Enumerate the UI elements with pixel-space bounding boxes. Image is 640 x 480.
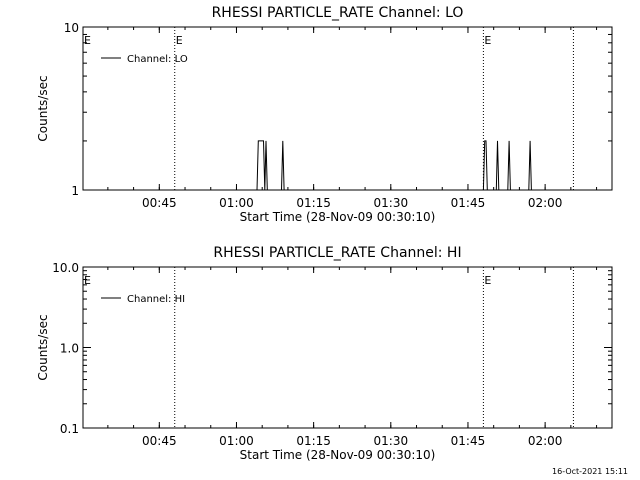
x-tick-label: 01:00	[219, 196, 254, 210]
event-label: E	[484, 274, 491, 287]
panel-lo: RHESSI PARTICLE_RATE Channel: LO 00:45 01:…	[36, 5, 613, 224]
plot-frame	[82, 26, 613, 191]
x-tick-label: 01:45	[451, 434, 486, 448]
series-line	[83, 140, 612, 191]
y-tick-label: 1.0	[60, 342, 79, 356]
x-axis-label: Start Time (28-Nov-09 00:30:10)	[240, 448, 436, 462]
event-label-left: E	[84, 274, 91, 287]
plot-frame	[82, 266, 613, 429]
x-tick-label: 01:15	[296, 434, 331, 448]
generation-timestamp: 16-Oct-2021 15:11	[552, 467, 628, 476]
y-tick-label: 0.1	[60, 422, 79, 436]
legend-label: Channel: HI	[127, 294, 185, 305]
y-tick-label: 10.0	[52, 261, 79, 275]
chart-title: RHESSI PARTICLE_RATE Channel: LO	[212, 5, 464, 21]
y-tick-label: 10	[64, 21, 79, 35]
event-label-left: E	[84, 34, 91, 47]
chart-title: RHESSI PARTICLE_RATE Channel: HI	[213, 245, 461, 261]
x-axis-label: Start Time (28-Nov-09 00:30:10)	[240, 210, 436, 224]
x-tick-label: 00:45	[142, 434, 177, 448]
x-tick-label: 01:15	[296, 196, 331, 210]
x-tick-label: 01:00	[219, 434, 254, 448]
event-label: E	[484, 34, 491, 47]
y-axis-label: Counts/sec	[36, 314, 50, 380]
legend-label: Channel: LO	[127, 54, 188, 65]
x-tick-label: 02:00	[528, 196, 563, 210]
x-tick-label: 00:45	[142, 196, 177, 210]
x-tick-label: 01:30	[374, 196, 409, 210]
x-tick-label: 01:30	[374, 434, 409, 448]
panel-hi: RHESSI PARTICLE_RATE Channel: HI 00:45 01:…	[36, 245, 613, 462]
y-tick-label: 1	[71, 184, 79, 198]
event-label: E	[176, 34, 183, 47]
y-axis-label: Counts/sec	[36, 75, 50, 141]
x-tick-label: 02:00	[528, 434, 563, 448]
x-tick-label: 01:45	[451, 196, 486, 210]
